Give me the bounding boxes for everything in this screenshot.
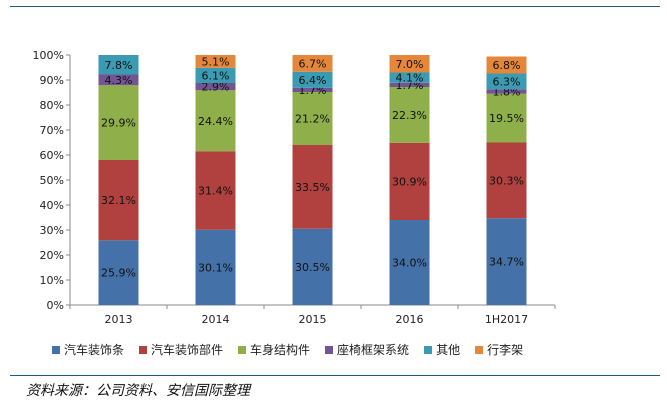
legend-item: 行李架 [475,341,523,358]
data-label: 34.7% [489,256,524,269]
bar-segment [389,55,430,73]
y-tick-label: 90% [40,74,64,87]
legend-label: 汽车装饰部件 [151,343,224,357]
bar-segment [195,67,236,83]
bar-segment [486,142,527,219]
data-label: 30.1% [198,261,233,274]
legend-item: 座椅框架系统 [325,341,409,358]
y-tick-label: 50% [40,174,64,187]
data-label: 2.9% [202,81,230,94]
y-tick-label: 30% [40,224,64,237]
bar-segment [292,145,333,229]
data-label: 19.5% [489,112,524,125]
legend-item: 其他 [424,341,460,358]
bar-segment [486,73,527,90]
legend-label: 车身结构件 [250,343,311,357]
x-tick-label: 2013 [105,313,133,326]
data-label: 29.9% [101,117,136,130]
data-label: 32.1% [101,194,136,207]
y-tick-label: 40% [40,199,64,212]
x-tick-label: 2016 [396,313,424,326]
x-tick-label: 2015 [299,313,327,326]
legend-item: 汽车装饰条 [52,341,124,358]
legend-swatch [139,345,148,354]
data-label: 33.5% [295,181,330,194]
bar-segment [486,93,527,143]
bar-segment [486,218,527,305]
data-label: 21.2% [295,113,330,126]
data-label: 34.0% [392,257,427,270]
data-label: 4.3% [105,74,133,87]
data-label: 7.0% [396,58,424,71]
y-tick-label: 0% [47,299,64,312]
data-label: 6.3% [493,75,521,88]
bar-segment [389,87,430,143]
legend-label: 其他 [436,343,461,357]
data-label: 6.7% [299,57,327,70]
bar-segment [195,151,236,230]
bar-segment [292,87,333,92]
bar-segment [292,228,333,305]
bar-segment [389,72,430,83]
bar-segment [98,55,139,75]
bar-segment [195,90,236,152]
y-tick-label: 70% [40,124,64,137]
data-label: 7.8% [105,59,133,72]
y-tick-label: 60% [40,149,64,162]
data-label: 30.5% [295,261,330,274]
y-tick-label: 80% [40,99,64,112]
bar-segment [98,160,139,241]
data-label: 6.4% [299,74,327,87]
legend-swatch [325,345,334,354]
bar-segment [389,142,430,220]
legend-swatch [238,345,247,354]
legend-swatch [475,345,484,354]
bar-segment [486,56,527,74]
y-tick-label: 20% [40,249,64,262]
data-label: 4.1% [396,72,424,85]
y-tick-label: 10% [40,274,64,287]
bar-segment [389,220,430,305]
stacked-bar-chart: 0% 10% 20% 30% 40% 50% 60% 70% 80% 90% 100% 25.9% 32… [33,49,556,326]
data-label: 30.3% [489,174,524,187]
x-tick-label: 2014 [202,313,230,326]
legend-item: 汽车装饰部件 [139,341,223,358]
legend-swatch [424,345,433,354]
data-label: 30.9% [392,175,427,188]
data-label: 5.1% [202,55,230,68]
bar-segment [98,240,139,305]
y-tick-label: 100% [33,49,64,62]
data-label: 6.1% [202,69,230,82]
chart-legend: 汽车装饰条 汽车装饰部件 车身结构件 座椅框架系统 其他 行李架 [52,341,523,358]
bar-segment [195,55,236,68]
bottom-rule [10,375,660,376]
bar-segment [292,71,333,88]
legend-item: 车身结构件 [238,341,310,358]
legend-swatch [52,345,60,354]
data-label: 31.4% [198,185,233,198]
bar-segment [98,74,139,86]
bar-segment [486,89,527,94]
data-label: 22.3% [392,109,427,122]
legend-label: 行李架 [487,343,524,357]
bar-segment [292,92,333,145]
source-note: 资料来源：公司资料、安信国际整理 [26,383,250,399]
data-label: 25.9% [101,267,136,280]
x-tick-label: 1H2017 [485,313,528,326]
legend-label: 座椅框架系统 [337,343,410,357]
data-label: 24.4% [198,115,233,128]
data-label: 6.8% [493,59,521,72]
legend-label: 汽车装饰条 [64,343,125,357]
top-rule [10,6,660,7]
bar-segment [389,82,430,87]
bar-segment [98,85,139,160]
bar-segment [195,83,236,91]
bar-segment [195,229,236,305]
bar-segment [292,55,333,72]
